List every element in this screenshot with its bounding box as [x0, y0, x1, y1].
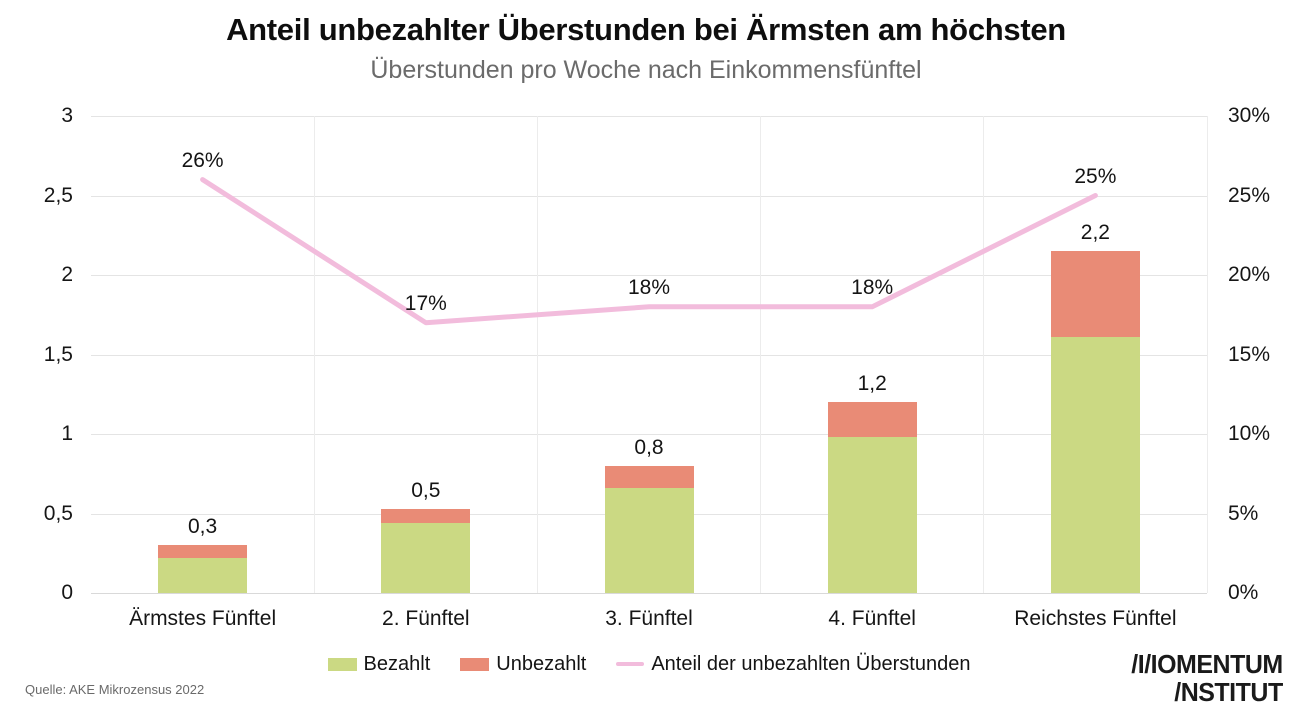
- gridline-vertical: [1206, 116, 1208, 593]
- x-axis-category-label: 4. Fünftel: [828, 607, 916, 630]
- line-point-label: 26%: [181, 148, 224, 172]
- legend-color-swatch: [460, 657, 490, 671]
- x-axis-category-label: Reichstes Fünftel: [1014, 607, 1177, 630]
- legend: Bezahlt Unbezahlt Anteil der unbezahlten Ü…: [91, 650, 1207, 678]
- logo-line-1: /I/IOMENTUM: [1131, 649, 1284, 679]
- source-note: Quelle: AKE Mikrozensus 2022: [25, 682, 205, 697]
- x-axis-category-label: Ärmstes Fünftel: [129, 607, 277, 630]
- x-axis-category-label: 3. Fünftel: [605, 607, 693, 630]
- gridline-horizontal: [91, 354, 1207, 356]
- y-axis-right-tick: 20%: [1228, 263, 1271, 286]
- bar-segment-unbezahlt: [604, 465, 694, 489]
- bar-segment-bezahlt: [158, 558, 248, 593]
- line-point-label: 18%: [627, 275, 671, 299]
- y-axis-right-tick: 5%: [1228, 501, 1259, 525]
- legend-color-swatch: [327, 657, 357, 671]
- legend-item: Anteil der unbezahlten Überstunden: [616, 653, 970, 676]
- y-axis-left-tick: 0,5: [43, 501, 73, 525]
- bar-segment-bezahlt: [604, 488, 694, 593]
- legend-item: Bezahlt: [327, 652, 431, 676]
- bar-segment-bezahlt: [1050, 337, 1140, 593]
- line-point-label: 17%: [404, 291, 447, 315]
- momentum-institut-logo: /I/IOMENTUM /NSTITUT: [1131, 649, 1284, 707]
- bar-total-label: 0,5: [411, 478, 441, 502]
- legend-label: Anteil der unbezahlten Überstunden: [651, 652, 971, 675]
- gridline-vertical: [313, 116, 315, 593]
- y-axis-right-tick: 15%: [1228, 342, 1271, 366]
- line-point-label: 25%: [1074, 164, 1117, 188]
- legend-line-swatch: [616, 662, 645, 666]
- gridline-vertical: [983, 116, 985, 593]
- gridline-vertical: [536, 116, 538, 593]
- y-axis-left-tick: 2: [61, 263, 73, 286]
- y-axis-left-tick: 1,5: [43, 342, 73, 366]
- y-axis-right-tick: 30%: [1228, 104, 1271, 127]
- line-point-label: 18%: [851, 275, 894, 299]
- bar-total-label: 2,2: [1080, 221, 1110, 245]
- logo-line-2: /NSTITUT: [1174, 677, 1284, 707]
- gridline-vertical: [760, 116, 762, 593]
- gridline-horizontal: [91, 116, 1207, 117]
- chart-title: Anteil unbezahlter Überstunden bei Ärmst…: [226, 12, 1066, 47]
- chart-header: Anteil unbezahlter Überstunden bei Ärmst…: [0, 12, 1292, 85]
- y-axis-right-tick: 10%: [1228, 422, 1271, 445]
- y-axis-left-tick: 2,5: [43, 183, 73, 207]
- bar-segment-unbezahlt: [158, 545, 248, 559]
- bar-segment-bezahlt: [381, 523, 471, 593]
- bar-segment-unbezahlt: [1050, 251, 1140, 338]
- y-axis-left-tick: 0: [61, 581, 73, 604]
- y-axis-right-tick: 0%: [1228, 581, 1259, 604]
- y-axis-left-tick: 3: [61, 104, 73, 127]
- gridline-horizontal: [91, 434, 1207, 435]
- x-axis-category-label: 2. Fünftel: [382, 607, 470, 630]
- plot-area: 0,3 0,5 0,8 1,2 2,2 26% 17% 18% 18% 25%: [91, 116, 1208, 594]
- bar-segment-unbezahlt: [827, 402, 917, 438]
- bar-segment-bezahlt: [827, 437, 917, 593]
- legend-item: Unbezahlt: [460, 653, 586, 676]
- y-axis-right-tick: 25%: [1228, 183, 1271, 207]
- legend-label: Unbezahlt: [496, 652, 587, 675]
- legend-label: Bezahlt: [363, 652, 431, 675]
- bar-total-label: 0,8: [634, 435, 664, 459]
- bar-total-label: 0,3: [187, 515, 218, 539]
- gridline-horizontal: [91, 593, 1207, 594]
- bar-total-label: 1,2: [857, 372, 887, 396]
- bar-segment-unbezahlt: [381, 508, 471, 524]
- chart-subtitle: Überstunden pro Woche nach Einkommensfün…: [370, 56, 922, 84]
- gridline-horizontal: [91, 195, 1207, 197]
- y-axis-left-tick: 1: [61, 422, 73, 445]
